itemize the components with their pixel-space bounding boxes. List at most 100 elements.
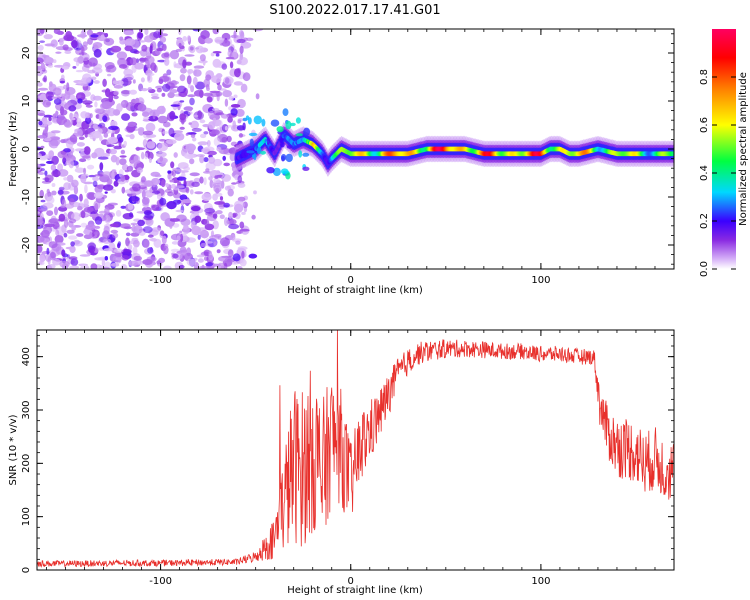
noise-speckle [87,69,96,74]
noise-speckle [187,111,193,115]
noise-speckle [178,170,189,173]
noise-speckle [81,173,89,177]
noise-speckle [210,52,215,57]
noise-speckle [233,94,238,99]
noise-speckle [44,223,55,228]
noise-speckle [100,34,106,40]
noise-speckle [169,110,176,120]
noise-speckle [107,136,118,144]
noise-speckle [227,116,233,123]
noise-speckle [141,197,150,205]
noise-speckle [226,218,237,226]
noise-speckle [163,265,172,269]
noise-speckle [110,229,119,234]
noise-speckle [126,165,134,172]
noise-speckle [48,241,58,249]
noise-speckle [101,153,110,157]
noise-speckle [241,250,245,259]
noise-speckle [179,194,188,201]
colorbar-tick-label: 0.0 [699,261,710,277]
noise-speckle [228,95,234,101]
noise-speckle [139,40,146,43]
noise-speckle [53,98,62,105]
noise-speckle [63,218,69,228]
noise-speckle [174,185,185,189]
noise-speckle [212,58,222,68]
noise-speckle [137,103,147,112]
noise-speckle [125,237,130,247]
noise-speckle [219,214,225,219]
noise-speckle [91,152,98,159]
noise-speckle [157,115,168,124]
noise-speckle [192,29,201,32]
y-tick-label: -10 [21,189,32,205]
noise-speckle [124,45,134,52]
colorbar-gradient [712,29,736,269]
noise-speckle [158,78,164,85]
noise-speckle [194,191,204,195]
noise-speckle [102,184,114,191]
noise-speckle [83,181,94,185]
noise-speckle [151,227,162,233]
noise-speckle [190,85,195,93]
noise-speckle [113,248,124,253]
noise-speckle [63,84,68,90]
noise-speckle [121,254,130,261]
noise-speckle [76,233,84,237]
noise-speckle [83,198,89,207]
noise-speckle [208,253,214,261]
transition-blob [285,153,293,163]
noise-speckle [43,137,52,142]
noise-speckle [58,186,65,191]
noise-speckle [37,44,44,51]
colorbar-tick-label: 0.2 [699,213,710,229]
noise-speckle [220,113,230,119]
noise-speckle [110,154,118,163]
transition-blob [253,153,257,161]
noise-speckle [40,199,46,203]
noise-speckle [43,75,48,83]
noise-speckle [63,182,71,191]
noise-speckle [44,170,48,176]
noise-speckle [122,40,132,45]
noise-speckle [47,264,56,269]
noise-speckle [207,150,217,156]
noise-speckle [185,133,189,136]
noise-speckle [44,29,48,34]
noise-speckle [104,255,109,261]
x-tick-label: 100 [531,576,550,587]
noise-speckle [222,155,226,161]
noise-speckle [64,91,71,100]
noise-speckle [178,264,185,269]
noise-speckle [230,234,236,241]
noise-speckle [170,248,180,253]
noise-speckle [219,237,231,247]
noise-speckle [201,193,212,202]
noise-speckle [194,215,202,223]
noise-speckle [92,176,100,182]
noise-speckle [171,183,176,189]
noise-speckle [164,57,170,66]
noise-speckle [176,199,182,204]
noise-speckle [140,151,145,160]
noise-speckle [221,136,228,143]
noise-speckle [191,225,201,236]
colorbar-label: Normalized spectral amplitude [738,72,749,226]
snr-ticks: -100 0 100 0 100 200 300 400 [21,330,675,587]
noise-speckle [200,242,207,248]
noise-speckle [141,179,146,183]
transition-blob [272,167,281,177]
noise-speckle [170,104,180,107]
noise-speckle [176,176,187,181]
noise-speckle [183,166,191,171]
noise-speckle [196,154,206,157]
noise-speckle [186,258,197,267]
noise-speckle [94,216,103,225]
noise-speckle [166,201,177,210]
noise-speckle [168,127,175,137]
noise-speckle [97,128,103,135]
noise-speckle [141,44,148,52]
noise-speckle [54,206,58,216]
noise-speckle [63,177,68,181]
noise-speckle [255,93,260,100]
